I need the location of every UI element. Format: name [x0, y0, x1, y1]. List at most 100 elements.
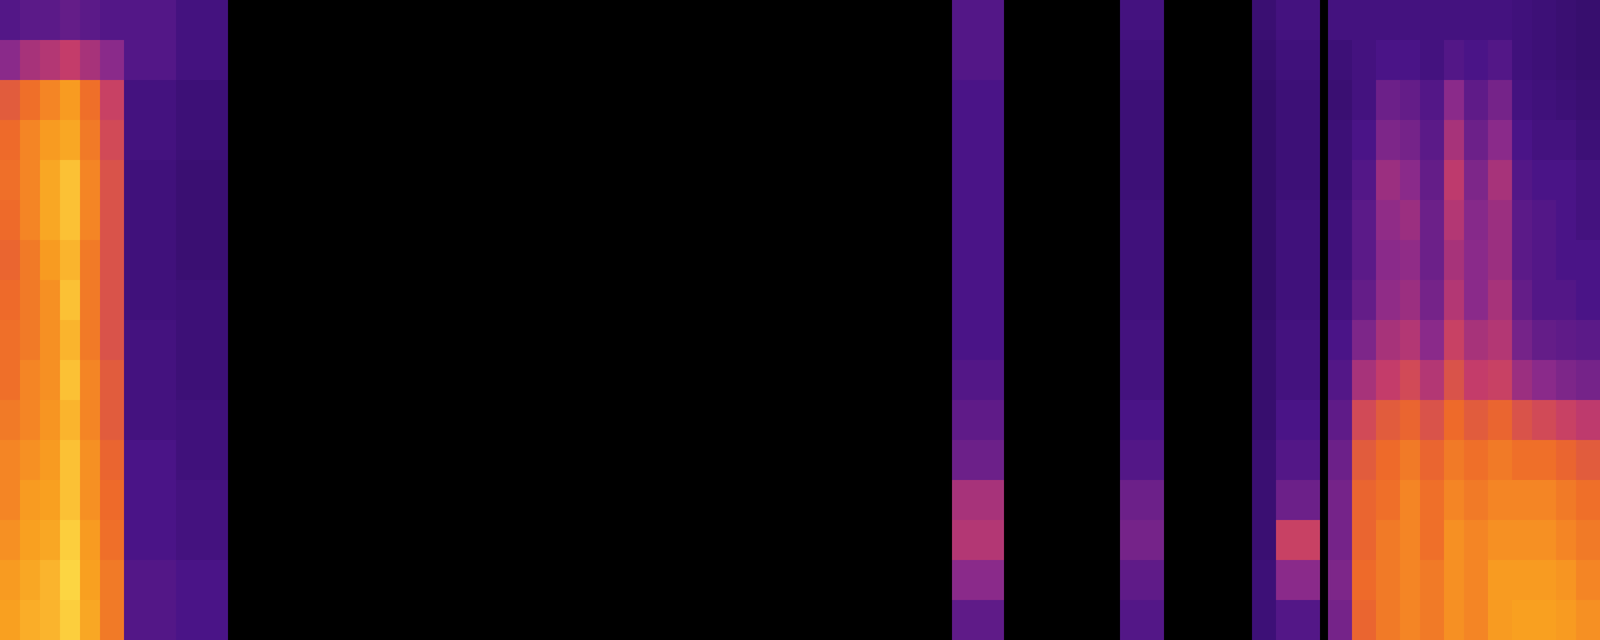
- cells: [0, 0, 1600, 640]
- heatmap-cell: [1320, 280, 1328, 320]
- heatmap-cell: [1120, 200, 1164, 240]
- heatmap-cell: [176, 320, 228, 360]
- heatmap-cell: [1164, 480, 1252, 520]
- heatmap-cell: [124, 440, 176, 480]
- heatmap-cell: [0, 0, 20, 40]
- heatmap-cell: [1576, 280, 1600, 320]
- heatmap-cell: [1400, 80, 1420, 120]
- heatmap-cell: [1320, 520, 1328, 560]
- heatmap-cell: [124, 560, 176, 600]
- heatmap-cell: [60, 360, 80, 400]
- heatmap-cell: [1252, 160, 1276, 200]
- heatmap-cell: [0, 240, 20, 280]
- heatmap-cell: [80, 160, 100, 200]
- heatmap-cell: [100, 200, 124, 240]
- heatmap-cell: [100, 520, 124, 560]
- heatmap-cell: [1576, 240, 1600, 280]
- heatmap-cell: [1120, 40, 1164, 80]
- heatmap-cell: [1556, 400, 1576, 440]
- heatmap-cell: [1252, 320, 1276, 360]
- heatmap-cell: [1352, 400, 1376, 440]
- heatmap-cell: [952, 0, 1004, 40]
- heatmap-cell: [1488, 560, 1512, 600]
- heatmap-cell: [1328, 120, 1352, 160]
- heatmap-cell: [100, 320, 124, 360]
- heatmap-cell: [1464, 280, 1488, 320]
- heatmap-cell: [124, 400, 176, 440]
- heatmap-cell: [20, 360, 40, 400]
- heatmap-cell: [1004, 440, 1120, 480]
- heatmap-cell: [228, 0, 952, 40]
- heatmap-cell: [1464, 480, 1488, 520]
- heatmap-cell: [1532, 440, 1556, 480]
- heatmap-cell: [952, 360, 1004, 400]
- heatmap-cell: [952, 240, 1004, 280]
- heatmap-cell: [1444, 0, 1464, 40]
- heatmap-cell: [1576, 360, 1600, 400]
- heatmap-cell: [1352, 120, 1376, 160]
- heatmap-cell: [1464, 40, 1488, 80]
- heatmap-cell: [40, 120, 60, 160]
- heatmap-cell: [124, 0, 176, 40]
- heatmap-cell: [100, 120, 124, 160]
- heatmap-cell: [1164, 80, 1252, 120]
- heatmap-cell: [1120, 400, 1164, 440]
- heatmap-cell: [1376, 440, 1400, 480]
- heatmap-cell: [1420, 480, 1444, 520]
- heatmap-cell: [176, 200, 228, 240]
- heatmap-cell: [1120, 480, 1164, 520]
- heatmap-cell: [1164, 560, 1252, 600]
- heatmap-cell: [1576, 480, 1600, 520]
- heatmap-cell: [124, 360, 176, 400]
- heatmap-cell: [0, 440, 20, 480]
- heatmap-cell: [176, 40, 228, 80]
- heatmap-cell: [1120, 440, 1164, 480]
- heatmap-cell: [1276, 40, 1320, 80]
- heatmap-cell: [176, 480, 228, 520]
- heatmap-cell: [1512, 480, 1532, 520]
- heatmap-cell: [60, 320, 80, 360]
- heatmap-cell: [1328, 600, 1352, 640]
- heatmap-cell: [1376, 600, 1400, 640]
- heatmap-cell: [1320, 360, 1328, 400]
- heatmap-cell: [60, 40, 80, 80]
- heatmap-cell: [1352, 600, 1376, 640]
- heatmap-cell: [1376, 120, 1400, 160]
- heatmap-cell: [952, 520, 1004, 560]
- heatmap-cell: [1276, 120, 1320, 160]
- heatmap-cell: [20, 240, 40, 280]
- heatmap-cell: [1444, 80, 1464, 120]
- heatmap-cell: [1252, 0, 1276, 40]
- heatmap-cell: [1512, 600, 1532, 640]
- heatmap-cell: [1328, 560, 1352, 600]
- heatmap-cell: [80, 40, 100, 80]
- heatmap-cell: [40, 440, 60, 480]
- heatmap-cell: [0, 80, 20, 120]
- heatmap-cell: [952, 400, 1004, 440]
- heatmap-cell: [952, 200, 1004, 240]
- heatmap-cell: [1320, 40, 1328, 80]
- heatmap-cell: [1576, 120, 1600, 160]
- heatmap-cell: [1488, 160, 1512, 200]
- heatmap-cell: [1320, 400, 1328, 440]
- heatmap-cell: [1352, 200, 1376, 240]
- heatmap-cell: [60, 120, 80, 160]
- heatmap-cell: [100, 400, 124, 440]
- heatmap-cell: [1276, 480, 1320, 520]
- heatmap-cell: [1556, 600, 1576, 640]
- heatmap-cell: [1532, 520, 1556, 560]
- heatmap-cell: [20, 280, 40, 320]
- heatmap-cell: [1512, 360, 1532, 400]
- heatmap-cell: [1120, 120, 1164, 160]
- heatmap-cell: [60, 240, 80, 280]
- heatmap-cell: [80, 360, 100, 400]
- heatmap-cell: [1252, 520, 1276, 560]
- heatmap-cell: [1400, 0, 1420, 40]
- heatmap-cell: [124, 80, 176, 120]
- heatmap-cell: [1444, 520, 1464, 560]
- heatmap-cell: [60, 80, 80, 120]
- heatmap-cell: [1488, 0, 1512, 40]
- heatmap-cell: [1556, 80, 1576, 120]
- heatmap-cell: [1120, 520, 1164, 560]
- heatmap-cell: [124, 480, 176, 520]
